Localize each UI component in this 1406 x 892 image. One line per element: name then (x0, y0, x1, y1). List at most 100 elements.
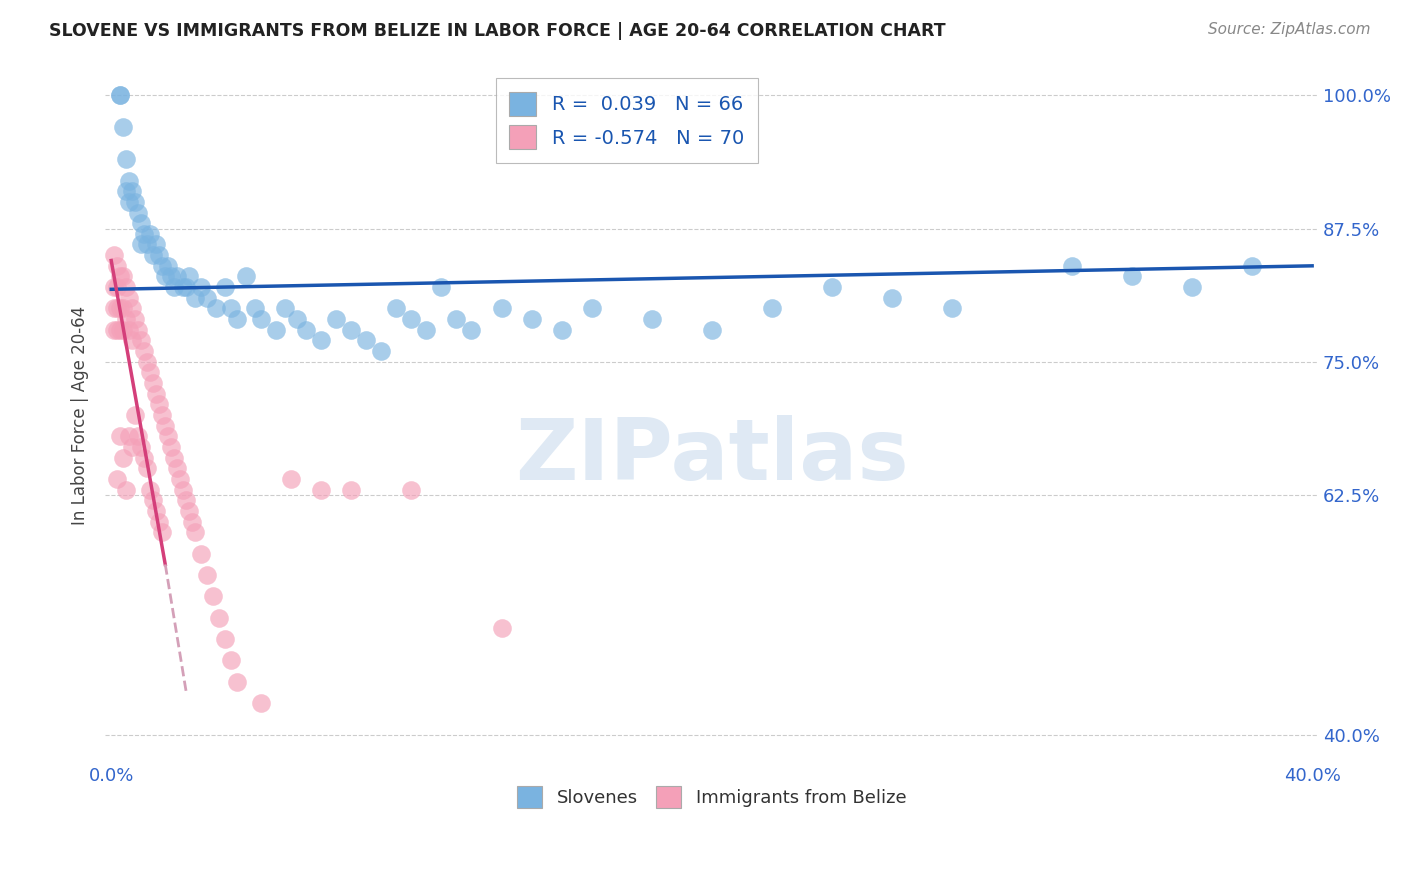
Point (401, 483, 423, 497)
Point (121, 184, 143, 198)
Point (221, 653, 243, 667)
Point (148, 515, 170, 529)
Point (401, 312, 423, 326)
Point (356, 334, 378, 348)
Point (105, 301, 128, 316)
Point (142, 493, 165, 508)
Point (105, 472, 128, 486)
Point (550, 323, 572, 337)
Point (103, 301, 125, 316)
Point (150, 408, 173, 422)
Point (112, 120, 135, 135)
Point (184, 525, 207, 540)
Point (184, 291, 207, 305)
Point (110, 323, 132, 337)
Point (103, 323, 125, 337)
Point (129, 440, 152, 454)
Point (105, 323, 128, 337)
Point (179, 269, 201, 284)
Point (460, 323, 482, 337)
Point (385, 301, 408, 316)
Point (266, 323, 288, 337)
Point (1060, 259, 1083, 273)
Point (166, 461, 188, 475)
Point (1181, 280, 1204, 294)
Point (700, 323, 723, 337)
Point (150, 525, 173, 540)
Point (190, 547, 212, 561)
Point (112, 323, 135, 337)
Point (195, 568, 218, 582)
Point (340, 483, 363, 497)
Point (112, 301, 135, 316)
Point (110, 88, 132, 103)
Text: Source: ZipAtlas.com: Source: ZipAtlas.com (1208, 22, 1371, 37)
Point (118, 194, 141, 209)
Point (311, 483, 333, 497)
Point (340, 323, 363, 337)
Point (103, 280, 125, 294)
Point (112, 450, 135, 465)
Point (121, 334, 143, 348)
Point (115, 152, 138, 166)
Point (190, 280, 212, 294)
Point (226, 312, 249, 326)
Y-axis label: In Labor Force | Age 20-64: In Labor Force | Age 20-64 (72, 306, 89, 524)
Point (129, 216, 152, 230)
Point (172, 280, 194, 294)
Point (121, 440, 143, 454)
Point (160, 440, 183, 454)
Point (134, 344, 156, 359)
Point (124, 312, 146, 326)
Point (169, 472, 191, 486)
Point (148, 397, 170, 411)
Point (1121, 269, 1143, 284)
Point (446, 312, 468, 326)
Point (139, 227, 162, 241)
Point (181, 515, 204, 529)
Point (761, 301, 783, 316)
Point (157, 429, 180, 443)
Point (127, 205, 149, 219)
Point (139, 483, 162, 497)
Point (1241, 259, 1264, 273)
Point (280, 472, 302, 486)
Point (205, 301, 228, 316)
Point (208, 611, 231, 625)
Point (112, 269, 135, 284)
Point (103, 248, 125, 262)
Point (172, 483, 194, 497)
Point (221, 301, 243, 316)
Point (295, 323, 318, 337)
Point (250, 696, 273, 710)
Point (110, 429, 132, 443)
Point (491, 301, 513, 316)
Point (136, 355, 159, 369)
Point (235, 269, 257, 284)
Point (155, 269, 177, 284)
Point (142, 248, 165, 262)
Point (214, 280, 236, 294)
Text: ZIPatlas: ZIPatlas (515, 416, 908, 499)
Point (124, 194, 146, 209)
Point (491, 622, 513, 636)
Point (214, 632, 236, 647)
Point (274, 301, 297, 316)
Point (139, 366, 162, 380)
Point (136, 461, 159, 475)
Point (821, 280, 844, 294)
Point (115, 184, 138, 198)
Point (145, 237, 167, 252)
Point (179, 504, 201, 518)
Point (115, 280, 138, 294)
Point (118, 173, 141, 187)
Point (640, 312, 662, 326)
Point (163, 280, 186, 294)
Point (285, 312, 308, 326)
Point (155, 418, 177, 433)
Point (134, 450, 156, 465)
Point (124, 408, 146, 422)
Point (250, 312, 273, 326)
Point (134, 227, 156, 241)
Point (115, 312, 138, 326)
